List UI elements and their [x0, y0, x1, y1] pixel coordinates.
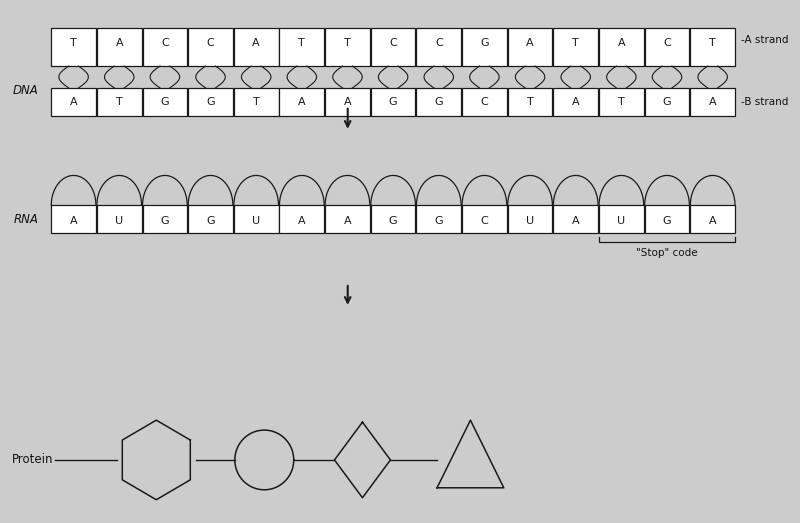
Text: T: T [70, 38, 77, 48]
FancyBboxPatch shape [97, 88, 142, 116]
Text: C: C [663, 38, 671, 48]
FancyBboxPatch shape [188, 28, 233, 66]
FancyBboxPatch shape [508, 88, 553, 116]
FancyBboxPatch shape [599, 28, 644, 66]
Text: G: G [206, 215, 215, 225]
Text: A: A [70, 215, 78, 225]
FancyBboxPatch shape [325, 206, 370, 233]
FancyBboxPatch shape [508, 28, 553, 66]
Text: A: A [344, 215, 351, 225]
Text: G: G [662, 97, 671, 107]
FancyBboxPatch shape [690, 28, 735, 66]
Text: -A strand: -A strand [741, 35, 788, 44]
FancyBboxPatch shape [417, 28, 461, 66]
Text: C: C [481, 97, 488, 107]
Text: T: T [253, 97, 259, 107]
FancyBboxPatch shape [645, 206, 690, 233]
Text: A: A [298, 215, 306, 225]
Text: U: U [526, 215, 534, 225]
Text: Protein: Protein [12, 453, 54, 467]
Text: A: A [344, 97, 351, 107]
FancyBboxPatch shape [370, 206, 415, 233]
FancyBboxPatch shape [142, 88, 187, 116]
FancyBboxPatch shape [599, 88, 644, 116]
Text: G: G [662, 215, 671, 225]
Text: C: C [161, 38, 169, 48]
Text: G: G [480, 38, 489, 48]
Text: A: A [572, 215, 579, 225]
Text: A: A [526, 38, 534, 48]
FancyBboxPatch shape [51, 88, 96, 116]
Text: T: T [618, 97, 625, 107]
Text: T: T [298, 38, 306, 48]
Text: DNA: DNA [13, 84, 38, 97]
Text: A: A [709, 215, 717, 225]
Text: U: U [252, 215, 260, 225]
FancyBboxPatch shape [417, 88, 461, 116]
FancyBboxPatch shape [462, 88, 506, 116]
FancyBboxPatch shape [51, 28, 96, 66]
FancyBboxPatch shape [370, 28, 415, 66]
Text: A: A [572, 97, 579, 107]
FancyBboxPatch shape [599, 206, 644, 233]
Text: T: T [572, 38, 579, 48]
Text: U: U [618, 215, 626, 225]
FancyBboxPatch shape [279, 28, 324, 66]
FancyBboxPatch shape [370, 88, 415, 116]
FancyBboxPatch shape [234, 88, 278, 116]
FancyBboxPatch shape [188, 88, 233, 116]
FancyBboxPatch shape [234, 28, 278, 66]
FancyBboxPatch shape [462, 206, 506, 233]
FancyBboxPatch shape [234, 206, 278, 233]
Text: C: C [206, 38, 214, 48]
Text: A: A [70, 97, 78, 107]
Text: G: G [161, 97, 169, 107]
FancyBboxPatch shape [325, 88, 370, 116]
Text: G: G [389, 215, 398, 225]
Text: G: G [206, 97, 215, 107]
Text: T: T [344, 38, 351, 48]
Text: A: A [252, 38, 260, 48]
Text: C: C [390, 38, 397, 48]
Text: G: G [161, 215, 169, 225]
FancyBboxPatch shape [142, 206, 187, 233]
Text: C: C [435, 38, 442, 48]
FancyBboxPatch shape [645, 88, 690, 116]
FancyBboxPatch shape [325, 28, 370, 66]
FancyBboxPatch shape [508, 206, 553, 233]
FancyBboxPatch shape [554, 28, 598, 66]
Text: U: U [115, 215, 123, 225]
Text: T: T [116, 97, 122, 107]
Text: A: A [115, 38, 123, 48]
FancyBboxPatch shape [279, 206, 324, 233]
FancyBboxPatch shape [97, 28, 142, 66]
FancyBboxPatch shape [188, 206, 233, 233]
Text: A: A [618, 38, 625, 48]
Text: A: A [709, 97, 717, 107]
Text: C: C [481, 215, 488, 225]
FancyBboxPatch shape [51, 206, 96, 233]
Text: G: G [389, 97, 398, 107]
FancyBboxPatch shape [690, 88, 735, 116]
FancyBboxPatch shape [554, 206, 598, 233]
Text: -B strand: -B strand [741, 97, 788, 107]
Text: G: G [434, 97, 443, 107]
FancyBboxPatch shape [690, 206, 735, 233]
Text: T: T [526, 97, 534, 107]
FancyBboxPatch shape [462, 28, 506, 66]
Text: "Stop" code: "Stop" code [636, 248, 698, 258]
FancyBboxPatch shape [97, 206, 142, 233]
Text: RNA: RNA [14, 213, 38, 226]
FancyBboxPatch shape [142, 28, 187, 66]
Text: T: T [710, 38, 716, 48]
FancyBboxPatch shape [417, 206, 461, 233]
FancyBboxPatch shape [645, 28, 690, 66]
Text: A: A [298, 97, 306, 107]
Text: G: G [434, 215, 443, 225]
FancyBboxPatch shape [279, 88, 324, 116]
FancyBboxPatch shape [554, 88, 598, 116]
